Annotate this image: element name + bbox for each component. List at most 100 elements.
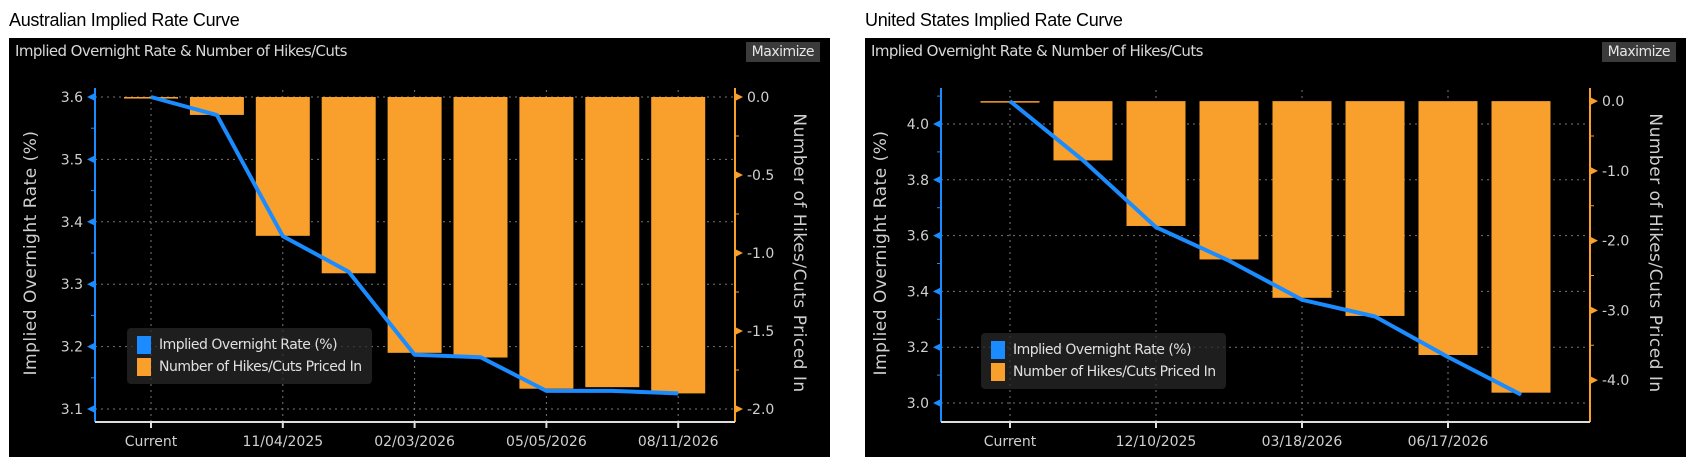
x-tick-label: Current [984,434,1037,450]
right-tick-label: -4.0 [1602,373,1629,389]
bar-hikes-cuts [1272,101,1332,298]
line-point-implied-rate [282,235,284,237]
left-tick-marker [933,120,941,128]
bar-hikes-cuts [1199,101,1259,260]
line-point-implied-rate [677,392,679,394]
line-point-implied-rate [545,390,547,392]
au-chart-title: Australian Implied Rate Curve [9,10,240,30]
bar-hikes-cuts [1418,101,1478,356]
au-chart-panel: 3.1 3.2 3.3 3.4 3.5 3.6 0.0 -0.5 -1.0 -1.5 -2.0 Cur… [9,38,830,457]
legend-label: Number of Hikes/Cuts Priced In [159,359,362,375]
legend-swatch-blue [991,341,1005,359]
right-tick-label: -0.5 [747,168,774,184]
right-tick-label: -1.0 [747,246,774,262]
line-point-implied-rate [1082,159,1084,161]
line-point-implied-rate [480,356,481,358]
x-tick-label: 05/05/2026 [506,434,587,450]
us-chart-svg: 3.0 3.2 3.4 3.6 3.8 4.0 0.0 -1.0 -2.0 -3.0 -4.0 Cur… [907,88,1629,450]
bar-hikes-cuts [1491,101,1551,393]
right-tick-label: -3.0 [1602,303,1629,319]
au-chart-svg: 3.1 3.2 3.3 3.4 3.5 3.6 0.0 -0.5 -1.0 -1.5 -2.0 Cur… [61,88,774,450]
line-point-implied-rate [1155,226,1157,228]
left-tick-label: 3.6 [907,229,929,245]
bar-hikes-cuts [1126,101,1186,226]
right-tick-marker [735,327,743,335]
us-right-axis-title: Number of Hikes/Cuts Priced In [1645,113,1665,393]
bar-hikes-cuts [651,97,706,394]
left-tick-marker [933,399,941,407]
left-tick-marker [87,155,95,164]
us-left-axis-title: Implied Overnight Rate (%) [871,130,891,376]
right-tick-marker [1590,166,1598,175]
right-tick-label: -2.0 [1602,234,1629,250]
right-tick-label: -1.0 [1602,164,1629,180]
line-point-implied-rate [150,96,152,98]
legend-item-rate: Implied Overnight Rate (%) [991,339,1216,361]
legend-label: Number of Hikes/Cuts Priced In [1013,364,1216,380]
x-tick-label: 03/18/2026 [1262,434,1343,450]
left-tick-marker [87,93,95,101]
line-point-implied-rate [1009,100,1011,102]
right-tick-label: -1.5 [747,324,774,340]
line-point-implied-rate [348,271,350,273]
bar-hikes-cuts [1053,101,1113,161]
x-tick-label: 12/10/2025 [1116,434,1197,450]
left-tick-label: 4.0 [907,117,929,133]
line-point-implied-rate [1301,299,1303,301]
legend-swatch-orange [991,363,1005,381]
x-tick-label: 02/03/2026 [374,434,455,450]
us-chart-panel: 3.0 3.2 3.4 3.6 3.8 4.0 0.0 -1.0 -2.0 -3.0 -4.0 Cur… [865,38,1686,457]
line-point-implied-rate [1228,260,1230,262]
left-tick-label: 3.6 [61,90,83,106]
x-tick-label: 08/11/2026 [638,434,719,450]
left-tick-marker [87,280,95,289]
us-legend: Implied Overnight Rate (%) Number of Hik… [981,333,1226,389]
au-left-axis-title: Implied Overnight Rate (%) [21,130,41,376]
us-maximize-button[interactable]: Maximize [1601,42,1676,62]
us-chart-subtitle: Implied Overnight Rate & Number of Hikes… [871,42,1203,60]
left-tick-marker [933,287,941,296]
left-tick-label: 3.4 [61,215,83,231]
legend-swatch-blue [137,336,151,354]
left-tick-marker [933,231,941,240]
bar-hikes-cuts [189,97,244,115]
line-point-implied-rate [1374,316,1376,318]
left-tick-marker [933,343,941,352]
right-tick-marker [735,171,743,179]
bar-hikes-cuts [585,97,640,388]
legend-label: Implied Overnight Rate (%) [159,337,338,353]
right-tick-label: -2.0 [747,402,774,418]
right-tick-marker [735,249,743,257]
legend-item-rate: Implied Overnight Rate (%) [137,334,362,356]
right-tick-marker [1590,306,1598,315]
right-tick-marker [735,93,743,101]
line-point-implied-rate [1520,394,1522,396]
x-tick-label: 06/17/2026 [1408,434,1489,450]
au-legend: Implied Overnight Rate (%) Number of Hik… [127,328,372,384]
au-chart-subtitle: Implied Overnight Rate & Number of Hikes… [15,42,347,60]
legend-item-hikes: Number of Hikes/Cuts Priced In [137,356,362,378]
bar-hikes-cuts [1345,101,1405,316]
line-point-implied-rate [414,354,416,356]
left-tick-label: 3.2 [907,340,929,356]
right-tick-marker [735,405,743,413]
left-tick-label: 3.4 [907,284,929,300]
bar-hikes-cuts [519,97,574,389]
left-tick-marker [933,175,941,184]
right-tick-marker [1590,236,1598,245]
left-tick-label: 3.3 [61,277,83,293]
right-tick-label: 0.0 [747,90,769,106]
line-point-implied-rate [1447,356,1449,358]
bar-hikes-cuts [321,97,376,274]
au-right-axis-title: Number of Hikes/Cuts Priced In [789,113,809,393]
left-tick-label: 3.2 [61,340,83,356]
line-implied-rate [1008,99,1522,397]
left-tick-label: 3.1 [61,402,83,418]
us-chart-title: United States Implied Rate Curve [865,10,1123,30]
line-point-implied-rate [216,114,218,116]
au-maximize-button[interactable]: Maximize [745,42,820,62]
left-tick-label: 3.8 [907,173,929,189]
legend-item-hikes: Number of Hikes/Cuts Priced In [991,361,1216,383]
x-tick-label: 11/04/2025 [242,434,323,450]
bar-hikes-cuts [387,97,442,353]
